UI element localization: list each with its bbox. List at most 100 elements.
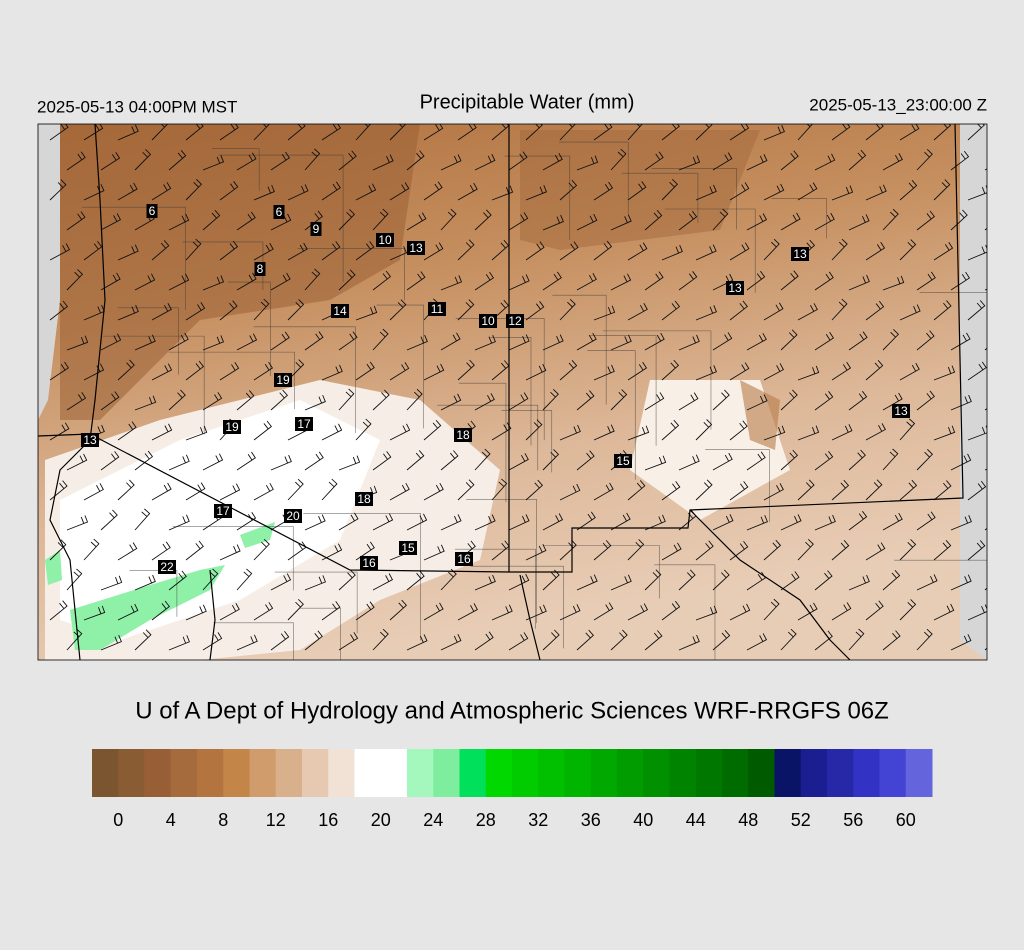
- wind-barb: [219, 483, 241, 501]
- wind-barb: [219, 240, 239, 261]
- wind-barb: [678, 210, 698, 231]
- wind-barb: [831, 124, 851, 141]
- wind-barb: [304, 630, 323, 651]
- wind-barb: [644, 210, 663, 231]
- wind-barb: [185, 360, 205, 381]
- wind-barb: [508, 632, 529, 651]
- wind-barb: [287, 478, 304, 501]
- wind-barb: [542, 214, 564, 231]
- wind-barb: [117, 421, 137, 441]
- map-frame: [37, 123, 988, 661]
- wind-barb: [627, 361, 648, 381]
- wind-barb: [134, 334, 156, 351]
- wind-barb: [610, 214, 632, 231]
- wind-barb: [440, 154, 462, 171]
- colorbar-swatch: [354, 749, 382, 797]
- wind-barb: [440, 332, 461, 351]
- wind-barb: [848, 449, 866, 471]
- wind-barb: [746, 270, 766, 291]
- colorbar-swatch: [170, 749, 198, 797]
- county-line: [117, 307, 179, 375]
- wind-barb: [695, 244, 717, 261]
- wind-barb: [746, 571, 766, 591]
- wind-barb: [899, 362, 920, 381]
- wind-barb: [984, 647, 987, 651]
- county-line: [303, 513, 421, 641]
- wind-barb: [236, 634, 258, 651]
- colorbar-swatch: [879, 749, 907, 797]
- county-line: [705, 449, 770, 522]
- wind-barb: [848, 149, 867, 171]
- wind-barb: [984, 408, 987, 411]
- state-border: [509, 124, 964, 573]
- wind-barb: [168, 150, 187, 171]
- wind-barb: [814, 391, 834, 411]
- wind-barb: [355, 361, 375, 381]
- wind-barb: [100, 333, 122, 351]
- wind-barb: [474, 334, 496, 351]
- wind-barb: [270, 630, 290, 651]
- wind-barb: [610, 389, 628, 411]
- station-box: [254, 262, 266, 276]
- wind-barb: [729, 420, 748, 441]
- colorbar-label: 24: [423, 810, 443, 830]
- wind-barb: [219, 603, 240, 621]
- colorbar-swatch: [800, 749, 828, 797]
- wind-barb: [525, 479, 544, 501]
- wind-barb: [933, 179, 951, 201]
- wind-barb: [389, 599, 408, 621]
- wind-barb: [202, 275, 225, 291]
- wind-barb: [168, 454, 190, 471]
- wind-barb: [899, 479, 918, 501]
- wind-barb: [253, 602, 274, 621]
- wind-barb: [661, 244, 683, 261]
- station-box: [376, 233, 394, 247]
- wind-barb: [372, 208, 389, 231]
- station-box: [214, 504, 232, 518]
- wind-barb: [814, 331, 835, 351]
- wind-barb: [525, 301, 545, 321]
- wind-barb: [984, 347, 987, 351]
- colorbar-swatch: [302, 749, 329, 797]
- wind-barb: [457, 603, 478, 621]
- wind-barb: [117, 603, 139, 621]
- wind-barb: [933, 365, 956, 381]
- wind-barb: [304, 451, 324, 471]
- wind-barb: [610, 629, 628, 651]
- wind-barb: [644, 455, 667, 471]
- wind-barb: [66, 628, 83, 651]
- wind-barb: [576, 390, 595, 411]
- wind-barb: [236, 211, 256, 231]
- wind-barb: [967, 361, 987, 381]
- wind-barb: [423, 242, 444, 261]
- wind-barb: [389, 423, 411, 441]
- wind-barb: [49, 124, 69, 141]
- wind-barb: [321, 543, 343, 561]
- wind-barb: [933, 425, 956, 441]
- wind-barb: [763, 483, 784, 501]
- wind-barb: [593, 124, 613, 141]
- wind-barb: [423, 544, 445, 561]
- wind-barb: [644, 630, 663, 651]
- wind-barb: [304, 575, 327, 591]
- wind-barb: [848, 390, 868, 411]
- wind-barb: [576, 332, 597, 351]
- colorbar-label: 60: [896, 810, 916, 830]
- wind-barb: [763, 539, 782, 561]
- wind-barb: [168, 332, 189, 351]
- wind-barb: [678, 392, 699, 411]
- colorbar-swatch: [197, 749, 224, 797]
- colorbar-swatch: [564, 749, 592, 797]
- wind-barb: [457, 359, 475, 381]
- wind-barb: [185, 425, 208, 441]
- green-patch: [45, 550, 62, 585]
- station-value: 10: [378, 233, 392, 247]
- wind-barb: [372, 628, 389, 651]
- wind-barb: [712, 389, 730, 411]
- wind-barb: [542, 449, 560, 471]
- wind-barb: [236, 272, 257, 291]
- wind-barb: [202, 453, 224, 471]
- wind-barb: [49, 539, 67, 561]
- wind-barb: [933, 300, 952, 321]
- wind-barb: [49, 600, 68, 621]
